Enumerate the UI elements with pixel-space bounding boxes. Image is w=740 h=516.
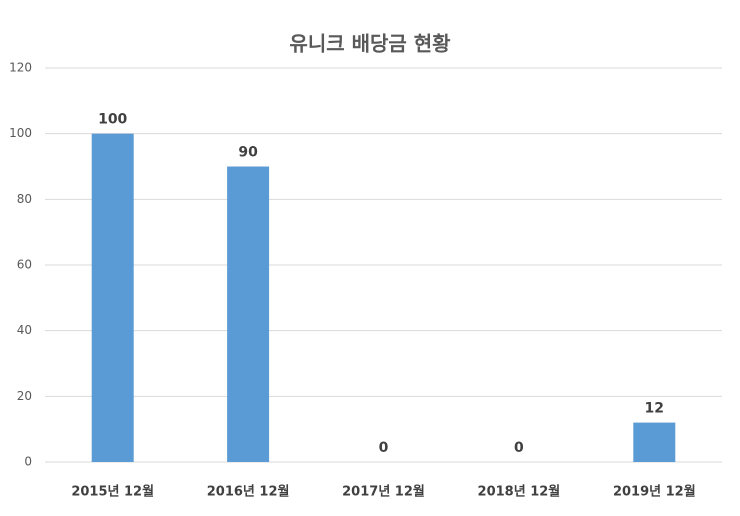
y-tick-label: 100: [9, 126, 32, 140]
y-tick-label: 120: [9, 61, 32, 75]
data-label: 0: [514, 440, 524, 456]
bar: [633, 422, 676, 462]
bar: [91, 133, 134, 462]
data-label: 100: [98, 112, 127, 128]
y-tick-label: 60: [17, 258, 32, 272]
x-tick-label: 2016년 12월: [207, 484, 290, 500]
x-tick-label: 2015년 12월: [71, 484, 154, 500]
data-label: 12: [645, 401, 664, 417]
bar: [227, 166, 270, 462]
x-tick-label: 2018년 12월: [478, 484, 561, 500]
chart-title: 유니크 배당금 현황: [289, 32, 451, 56]
y-tick-label: 0: [24, 455, 32, 469]
data-label: 0: [379, 440, 389, 456]
y-tick-label: 80: [17, 192, 32, 206]
x-tick-label: 2017년 12월: [342, 484, 425, 500]
x-tick-label: 2019년 12월: [613, 484, 696, 500]
y-tick-label: 40: [17, 323, 32, 337]
y-tick-label: 20: [17, 389, 32, 403]
data-label: 90: [238, 145, 258, 161]
